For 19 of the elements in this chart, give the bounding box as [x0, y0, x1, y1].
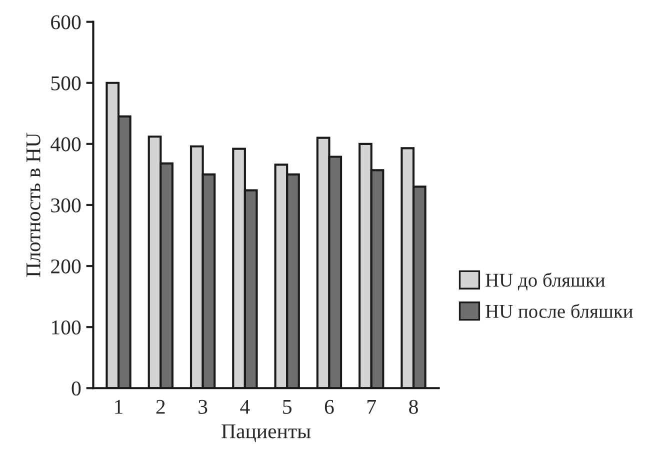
x-tick-label: 7 — [368, 400, 376, 414]
x-tick-label: 5 — [283, 400, 292, 414]
legend-label: HU после бляшки — [486, 304, 633, 318]
y-tick-label: 400 — [50, 137, 81, 152]
x-tick-label: 1 — [115, 400, 122, 414]
x-tick-label: 3 — [198, 400, 208, 414]
x-tick-label: 2 — [156, 400, 165, 414]
y-tick-label: 500 — [51, 76, 81, 90]
x-tick-label: 4 — [240, 400, 250, 414]
y-tick-label: 0 — [72, 381, 81, 396]
x-tick-label: 6 — [324, 400, 334, 414]
y-tick-label: 200 — [51, 259, 81, 274]
legend-label: HU до бляшки — [486, 272, 605, 290]
y-tick-label: 300 — [51, 198, 81, 212]
y-axis-title: Плотность в HU — [26, 132, 40, 277]
y-tick-label: 600 — [51, 15, 81, 30]
y-tick-label: 100 — [52, 320, 81, 334]
x-axis-title: Пациенты — [222, 424, 311, 442]
x-tick-label: 8 — [409, 400, 418, 414]
